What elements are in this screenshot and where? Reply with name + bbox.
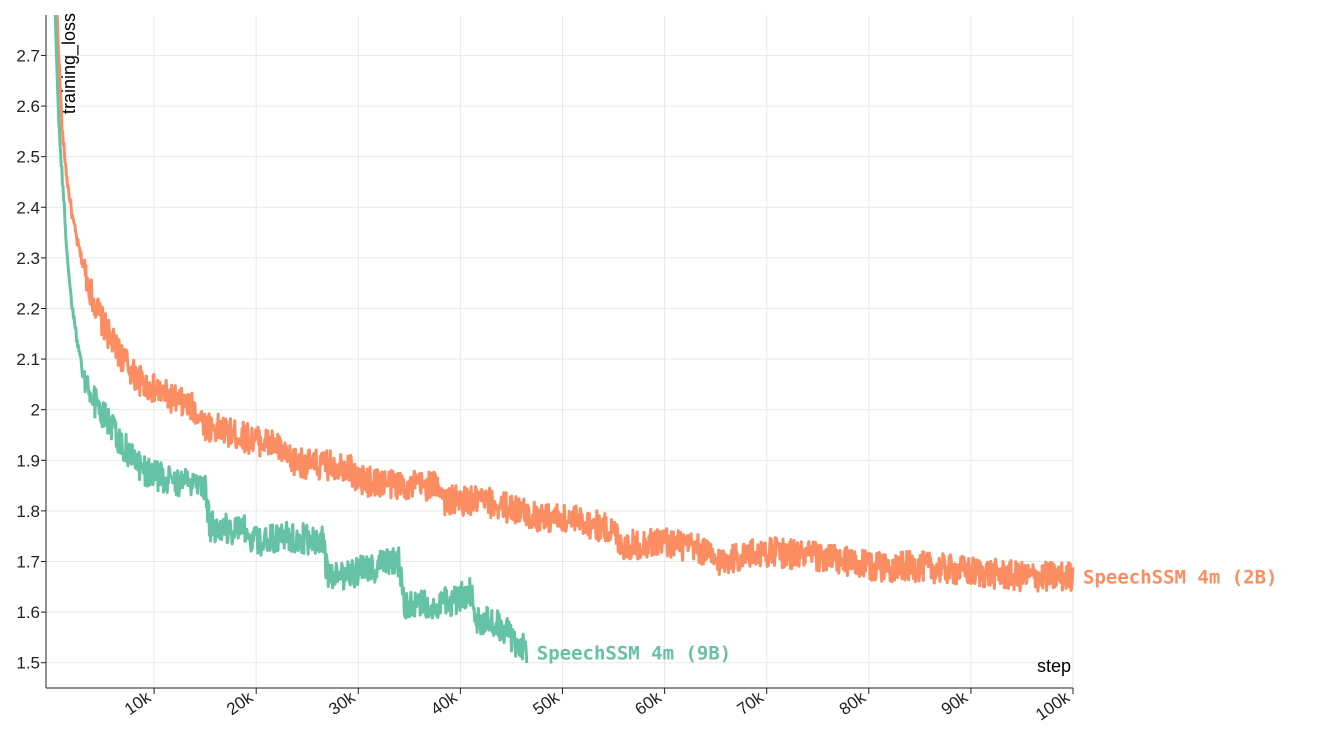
x-tick-label: 50k [529, 687, 563, 719]
x-tick-label: 100k [1032, 687, 1074, 724]
y-tick-label: 1.8 [16, 502, 40, 521]
x-tick-label: 30k [325, 687, 359, 719]
y-tick-label: 2.7 [16, 46, 40, 65]
x-tick-label: 80k [836, 687, 870, 719]
x-tick-label: 10k [121, 687, 155, 719]
x-tick-label: 20k [223, 687, 257, 719]
y-tick-label: 2.3 [16, 249, 40, 268]
y-tick-label: 2 [31, 401, 40, 420]
series-labels: SpeechSSM 4m (2B) SpeechSSM 4m (9B) [537, 567, 1278, 665]
series-layer [53, 15, 1075, 664]
y-tick-label: 1.9 [16, 451, 40, 470]
series-line [55, 15, 1075, 593]
x-tick-label: 40k [427, 687, 461, 719]
series-label: SpeechSSM 4m (2B) [1083, 567, 1277, 589]
y-tick-label: 2.4 [16, 198, 40, 217]
y-axis-title: training_loss [59, 13, 80, 114]
x-tick-label: 60k [632, 687, 666, 719]
y-tick-label: 2.5 [16, 148, 40, 167]
y-tick-label: 1.5 [16, 654, 40, 673]
axes [45, 15, 1073, 689]
y-tick-label: 2.1 [16, 350, 40, 369]
y-tick-label: 2.6 [16, 97, 40, 116]
series-line [53, 15, 529, 664]
x-axis-title: step [1037, 656, 1071, 676]
y-tick-label: 1.7 [16, 552, 40, 571]
y-tick-label: 2.2 [16, 299, 40, 318]
x-tick-label: 90k [938, 687, 972, 719]
x-tick-label: 70k [734, 687, 768, 719]
y-tick-label: 1.6 [16, 603, 40, 622]
series-label: SpeechSSM 4m (9B) [537, 643, 731, 665]
grid [46, 15, 1074, 688]
